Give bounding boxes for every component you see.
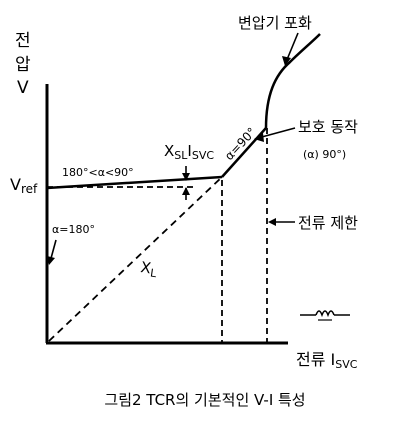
current-limit-label: 전류 제한 <box>298 214 358 232</box>
inductor-symbol <box>300 310 350 321</box>
saturation-curve <box>264 33 321 129</box>
y-axis-label-line3: V <box>17 78 29 98</box>
xsl-isvc-label: XSLISVC <box>164 142 214 162</box>
alpha-180-pointer-head <box>47 256 55 265</box>
protection-pointer <box>257 127 296 139</box>
xsl-arrowhead-bottom <box>182 187 190 195</box>
angle-range-label: 180°<α<90° <box>62 166 134 179</box>
protection-pointer-head <box>254 133 264 142</box>
protection-label: 보호 동작 <box>298 118 358 136</box>
xsl-arrowhead-top <box>182 173 190 181</box>
y-axis-label-line2: 압 <box>15 55 31 75</box>
x-axis-label: 전류 ISVC <box>296 350 358 371</box>
figure-caption: 그림2 TCR의 기본적인 V-I 특성 <box>104 391 305 409</box>
xl-dashed-line <box>48 176 223 342</box>
vref-label: Vref <box>10 175 38 196</box>
saturation-pointer <box>285 32 299 63</box>
current-limit-pointer-head <box>268 218 276 226</box>
protection-condition-label: (α) 90°) <box>303 148 346 161</box>
operating-slope-line <box>46 175 223 190</box>
xl-label: XL <box>139 258 159 280</box>
saturation-label: 변압기 포화 <box>238 14 312 32</box>
saturation-pointer-head <box>282 56 291 66</box>
y-axis-label-line1: 전 <box>15 31 31 51</box>
alpha-180-label: α=180° <box>52 223 95 236</box>
